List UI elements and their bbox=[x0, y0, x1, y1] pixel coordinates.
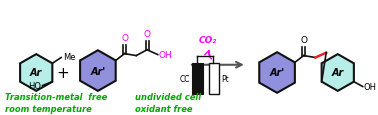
Bar bbox=[192, 63, 203, 94]
Polygon shape bbox=[322, 55, 354, 91]
Polygon shape bbox=[20, 55, 52, 91]
Text: Ar': Ar' bbox=[90, 66, 105, 76]
Text: Ar: Ar bbox=[332, 68, 344, 78]
Polygon shape bbox=[80, 51, 116, 91]
Text: O: O bbox=[300, 36, 307, 45]
Text: OH: OH bbox=[364, 82, 376, 91]
Text: Pt: Pt bbox=[221, 74, 229, 83]
Text: CC: CC bbox=[180, 74, 190, 83]
Text: Ar': Ar' bbox=[270, 68, 285, 78]
Text: +: + bbox=[56, 65, 69, 80]
Bar bbox=[209, 63, 219, 94]
Text: CO₂: CO₂ bbox=[198, 36, 217, 45]
Text: O: O bbox=[144, 30, 150, 39]
Text: Ar: Ar bbox=[30, 68, 42, 78]
Text: OH: OH bbox=[159, 51, 172, 60]
Polygon shape bbox=[259, 53, 295, 93]
Text: HO: HO bbox=[29, 81, 42, 90]
Text: Transition-metal  free
room temperature: Transition-metal free room temperature bbox=[5, 92, 107, 113]
Text: Me: Me bbox=[63, 53, 76, 62]
Text: O: O bbox=[121, 34, 128, 43]
Text: undivided cell
oxidant free: undivided cell oxidant free bbox=[135, 92, 201, 113]
